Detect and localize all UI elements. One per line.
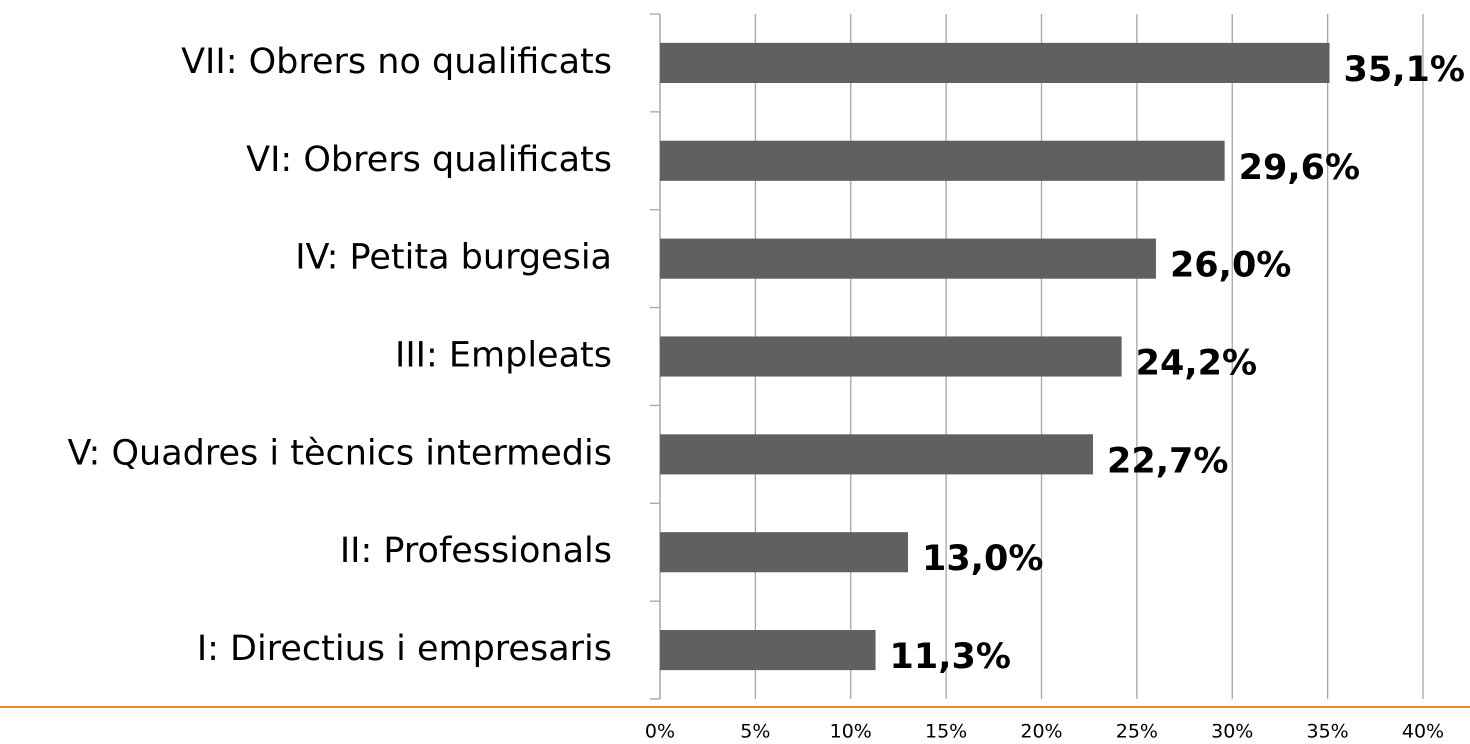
x-tick-label: 35%	[1307, 721, 1349, 743]
bar	[660, 630, 876, 671]
category-label: V: Quadres i tècnics intermedis	[67, 433, 612, 473]
x-tick-label: 25%	[1116, 721, 1158, 743]
value-label: 26,0%	[1170, 246, 1291, 286]
x-tick-label: 15%	[925, 721, 967, 743]
category-label: I: Directius i empresaris	[197, 629, 612, 669]
x-tick-label: 20%	[1020, 721, 1062, 743]
x-tick-label: 10%	[830, 721, 872, 743]
bar	[660, 532, 908, 573]
bar	[660, 434, 1094, 475]
bar	[660, 42, 1330, 83]
category-label: III: Empleats	[395, 336, 612, 376]
category-label: VI: Obrers qualificats	[246, 140, 612, 180]
value-label: 29,6%	[1239, 148, 1360, 188]
category-label: II: Professionals	[340, 531, 612, 571]
bar	[660, 336, 1122, 377]
value-label: 11,3%	[890, 637, 1011, 677]
category-label: IV: Petita burgesia	[295, 238, 612, 278]
value-label: 24,2%	[1136, 344, 1257, 384]
category-label: VII: Obrers no qualificats	[181, 42, 612, 82]
value-label: 35,1%	[1344, 50, 1465, 90]
x-tick-label: 40%	[1402, 721, 1444, 743]
value-label: 13,0%	[922, 539, 1043, 579]
bar	[660, 238, 1156, 279]
x-tick-label: 5%	[740, 721, 770, 743]
x-tick-label: 30%	[1211, 721, 1253, 743]
bar	[660, 140, 1225, 181]
x-tick-label: 0%	[645, 721, 675, 743]
value-label: 22,7%	[1107, 441, 1228, 481]
